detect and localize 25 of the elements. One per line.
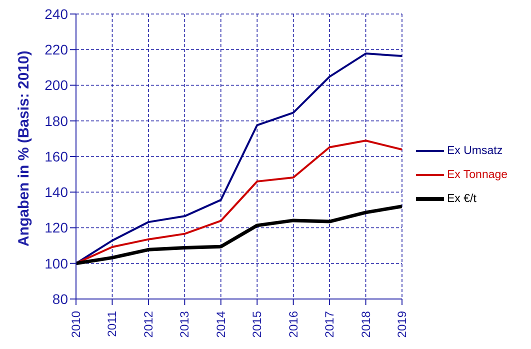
line-series xyxy=(76,204,402,266)
y-tick-label: 180 xyxy=(44,112,68,129)
x-tick-label: 2016 xyxy=(286,310,300,338)
y-tick-label: 240 xyxy=(44,6,68,22)
x-tick-label: 2019 xyxy=(395,310,409,338)
x-tick-label: 2011 xyxy=(105,310,120,337)
x-tick-label: 2012 xyxy=(141,310,156,338)
x-tick-label: 2015 xyxy=(250,310,264,338)
y-axis-title: Angaben in % (Basis: 2010) xyxy=(15,50,32,246)
x-tick-label: 2013 xyxy=(178,310,192,338)
legend-label: Ex Tonnage xyxy=(447,168,508,180)
legend-label: Ex Umsatz xyxy=(447,144,503,156)
legend-label: Ex €/t xyxy=(447,192,476,204)
line-series xyxy=(76,52,402,264)
y-tick-label: 80 xyxy=(52,290,68,307)
y-tick-label: 120 xyxy=(44,220,68,236)
y-tick-label: 100 xyxy=(44,255,68,272)
y-tick-label: 140 xyxy=(44,184,68,200)
x-tick-label: 2010 xyxy=(69,310,83,338)
x-tick-label: 2018 xyxy=(358,310,373,338)
x-tick-label: 2014 xyxy=(214,310,228,338)
y-tick-label: 200 xyxy=(44,77,68,94)
y-tick-label: 160 xyxy=(44,148,68,164)
y-tick-label: 220 xyxy=(44,42,68,58)
x-tick-label: 2017 xyxy=(322,310,337,338)
